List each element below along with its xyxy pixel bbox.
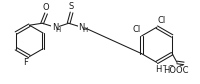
Text: O: O (43, 3, 49, 12)
Text: F: F (23, 58, 28, 67)
Text: HOC: HOC (154, 65, 173, 74)
Text: H: H (55, 27, 61, 33)
Text: O: O (176, 65, 183, 74)
Text: HOOC: HOOC (162, 66, 188, 75)
Text: N: N (51, 23, 58, 32)
Text: Cl: Cl (157, 16, 165, 25)
Text: N: N (78, 23, 84, 32)
Text: H: H (82, 27, 87, 33)
Text: S: S (69, 2, 74, 11)
Text: Cl: Cl (132, 25, 140, 34)
